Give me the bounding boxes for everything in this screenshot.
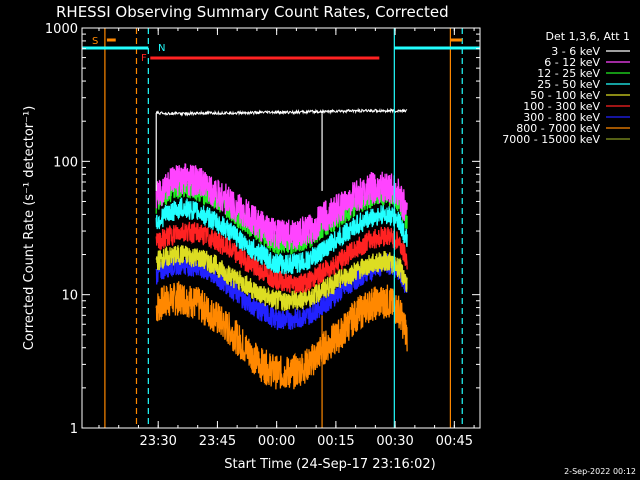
y-tick-label: 100 (53, 155, 78, 170)
x-tick-label: 00:30 (376, 434, 413, 449)
x-tick-label: 00:00 (258, 434, 295, 449)
x-axis-label: Start Time (24-Sep-17 23:16:02) (224, 457, 435, 472)
chart-title: RHESSI Observing Summary Count Rates, Co… (56, 3, 449, 21)
legend-label: 7000 - 15000 keV (502, 133, 600, 146)
x-tick-label: 23:30 (139, 434, 176, 449)
x-tick-label: 00:45 (436, 434, 473, 449)
annotation-layer: S NF (82, 28, 480, 428)
y-axis-label: Corrected Count Rate (s⁻¹ detector⁻¹) (22, 106, 37, 351)
legend-label: 300 - 800 keV (523, 111, 600, 124)
series-line (155, 197, 408, 275)
legend-label: 12 - 25 keV (537, 67, 600, 80)
y-tick-label: 1 (70, 422, 78, 437)
x-tick-label: 23:45 (199, 434, 236, 449)
series-line (155, 221, 408, 294)
footer-stamp: 2-Sep-2022 00:12 (564, 467, 636, 476)
legend-label: 50 - 100 keV (530, 89, 600, 102)
legend-header: Det 1,3,6, Att 1 (546, 30, 630, 43)
x-tick-label: 00:15 (317, 434, 354, 449)
series-layer (155, 107, 408, 428)
legend-label: 100 - 300 keV (523, 100, 600, 113)
y-tick-label: 1000 (45, 22, 78, 37)
series-line (155, 163, 408, 250)
flag-label: S (92, 36, 98, 47)
legend-label: 3 - 6 keV (551, 45, 600, 58)
series-line (155, 107, 408, 117)
flag-label: N (158, 43, 165, 54)
series-line (155, 245, 408, 312)
legend-label: 800 - 7000 keV (516, 122, 600, 135)
y-tick-label: 10 (61, 289, 78, 304)
legend-label: 6 - 12 keV (544, 56, 600, 69)
flag-label: F (141, 53, 147, 64)
series-line (155, 281, 408, 390)
legend-label: 25 - 50 keV (537, 78, 600, 91)
axis-layer: 23:30 23:45 00:00 00:15 00:30 00:45 1 10 100 1000 (45, 22, 480, 449)
plot-frame (81, 27, 481, 429)
